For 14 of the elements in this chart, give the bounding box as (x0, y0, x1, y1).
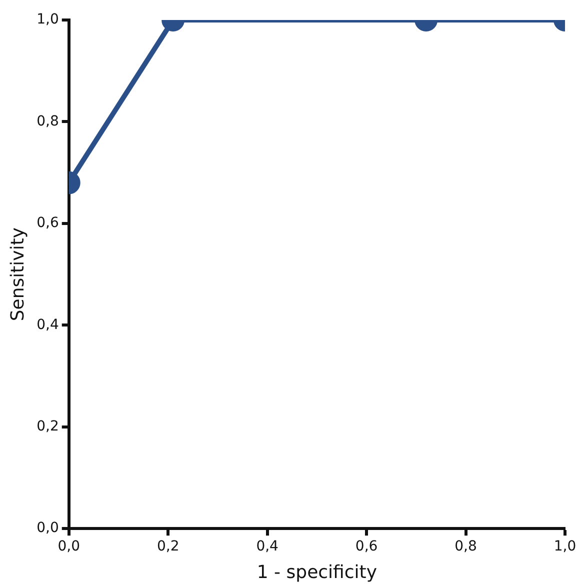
x-tick-label: 0,4 (256, 538, 279, 555)
x-axis-title: 1 - specificity (256, 562, 378, 583)
x-tick-label: 0,0 (58, 538, 80, 555)
y-tick-label: 0,0 (36, 520, 59, 536)
x-tick-label: 0,8 (454, 538, 477, 555)
y-axis-title: Sensitivity (7, 227, 28, 322)
y-tick-label: 1,0 (36, 12, 59, 28)
y-tick-label: 0,8 (36, 113, 59, 130)
y-tick-label: 0,2 (36, 418, 59, 435)
y-tick-label: 0,6 (36, 215, 59, 232)
x-tick-label: 0,2 (156, 538, 180, 555)
x-tick-label: 0,6 (355, 538, 378, 555)
y-tick-label: 0,4 (36, 316, 59, 333)
x-tick-label: 1,0 (554, 538, 576, 555)
